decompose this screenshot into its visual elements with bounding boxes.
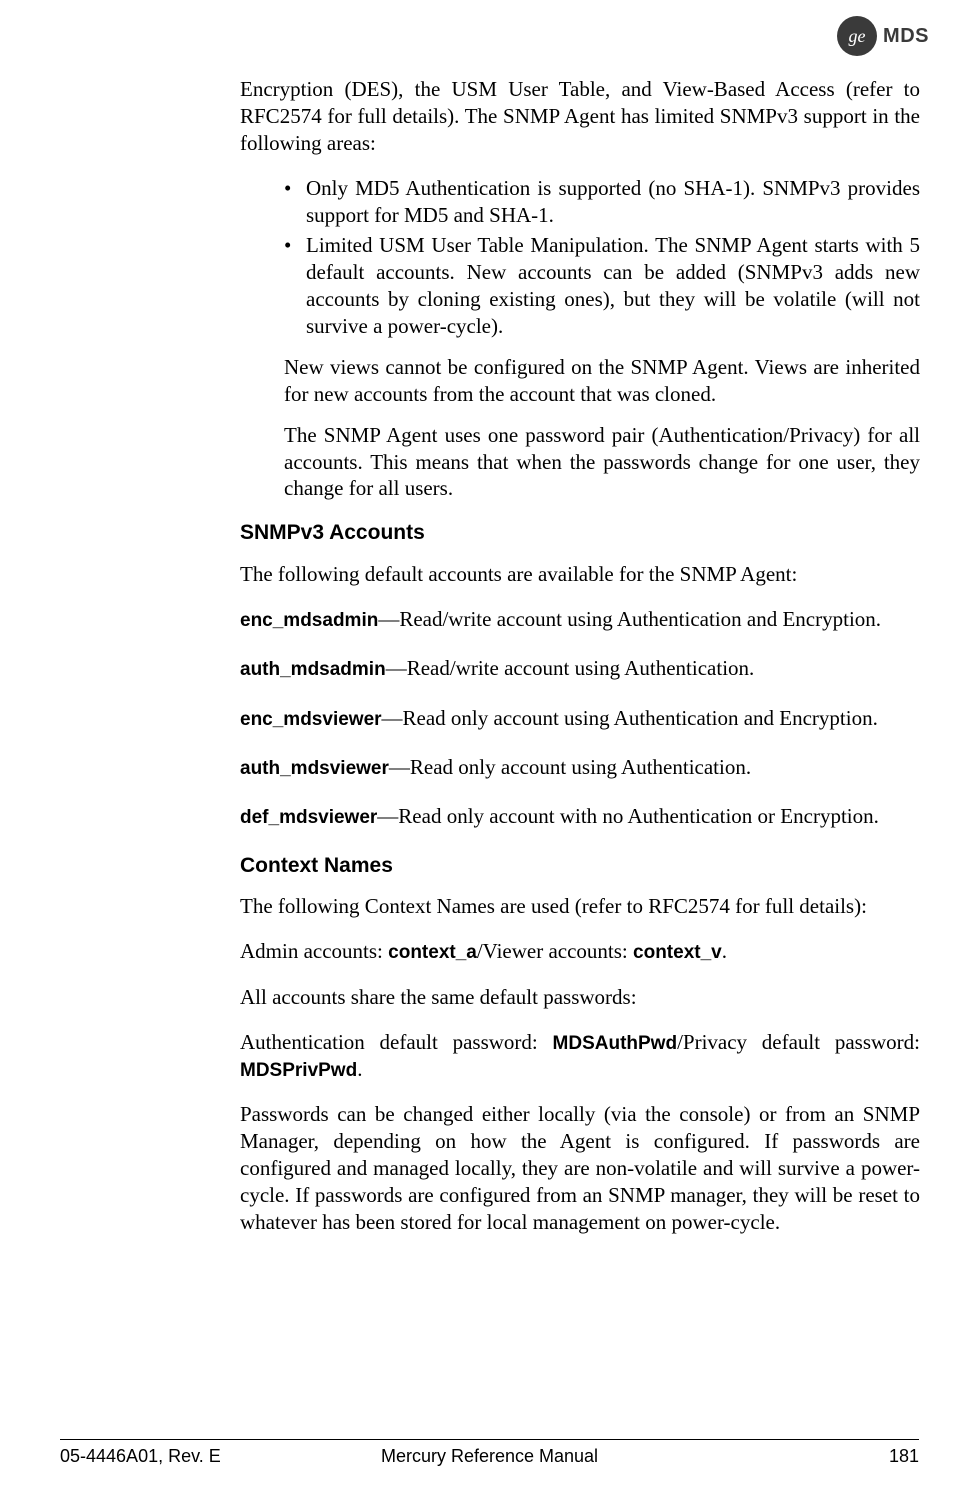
text: . [722,939,727,963]
bullet-item: Limited USM User Table Manipulation. The… [284,232,920,340]
footer-doc-id: 05-4446A01, Rev. E [60,1446,221,1467]
account-desc: —Read/write account using Authentication… [378,607,881,631]
text: /Privacy default pass­word: [677,1030,920,1054]
text: . [357,1057,362,1081]
account-desc: —Read/write account using Authentication… [386,656,755,680]
context-p3: All accounts share the same default pass… [240,984,920,1011]
brand-text: MDS [883,25,929,48]
footer-page-number: 181 [889,1446,919,1467]
account-name: auth_mdsviewer [240,758,389,779]
account-name: def_mdsviewer [240,807,377,828]
account-name: enc_mdsadmin [240,610,378,631]
brand-logo: ge MDS [837,16,929,56]
context-name-v: context_v [633,942,722,963]
account-item: def_mdsviewer—Read only account with no … [240,803,920,830]
account-item: auth_mdsviewer—Read only account using A… [240,754,920,781]
bullet-item: Only MD5 Authentication is supported (no… [284,175,920,229]
account-desc: —Read only account using Authentication … [382,706,878,730]
priv-pwd: MDSPrivPwd [240,1060,357,1081]
context-p1: The following Context Names are used (re… [240,893,920,920]
account-desc: —Read only account using Authentication. [389,755,751,779]
context-name-a: context_a [388,942,477,963]
heading-snmpv3-accounts: SNMPv3 Accounts [240,520,920,547]
auth-pwd: MDSAuthPwd [553,1033,678,1054]
context-p5: Passwords can be changed either locally … [240,1101,920,1235]
page-content: Encryption (DES), the USM User Table, an… [240,76,920,1236]
text: /Viewer accounts: [477,939,633,963]
account-item: auth_mdsadmin—Read/write account using A… [240,655,920,682]
account-item: enc_mdsviewer—Read only account using Au… [240,705,920,732]
account-desc: —Read only account with no Authenticatio… [377,804,879,828]
intro-subpara-2: The SNMP Agent uses one password pair (A… [284,422,920,503]
account-item: enc_mdsadmin—Read/write account using Au… [240,606,920,633]
intro-subpara-1: New views cannot be configured on the SN… [284,354,920,408]
intro-bullets: Only MD5 Authentication is supported (no… [284,175,920,340]
text: Admin accounts: [240,939,388,963]
context-p2: Admin accounts: context_a/Viewer account… [240,938,920,965]
footer-title: Mercury Reference Manual [381,1446,598,1467]
ge-monogram-icon: ge [837,16,877,56]
accounts-intro: The following default accounts are avail… [240,561,920,588]
page-footer: 05-4446A01, Rev. E Mercury Reference Man… [60,1439,919,1467]
heading-context-names: Context Names [240,853,920,880]
context-p4: Authentication default password: MDSAuth… [240,1029,920,1084]
intro-paragraph: Encryption (DES), the USM User Table, an… [240,76,920,157]
account-name: auth_mdsadmin [240,659,386,680]
account-name: enc_mdsviewer [240,709,382,730]
text: Authentication default password: [240,1030,553,1054]
